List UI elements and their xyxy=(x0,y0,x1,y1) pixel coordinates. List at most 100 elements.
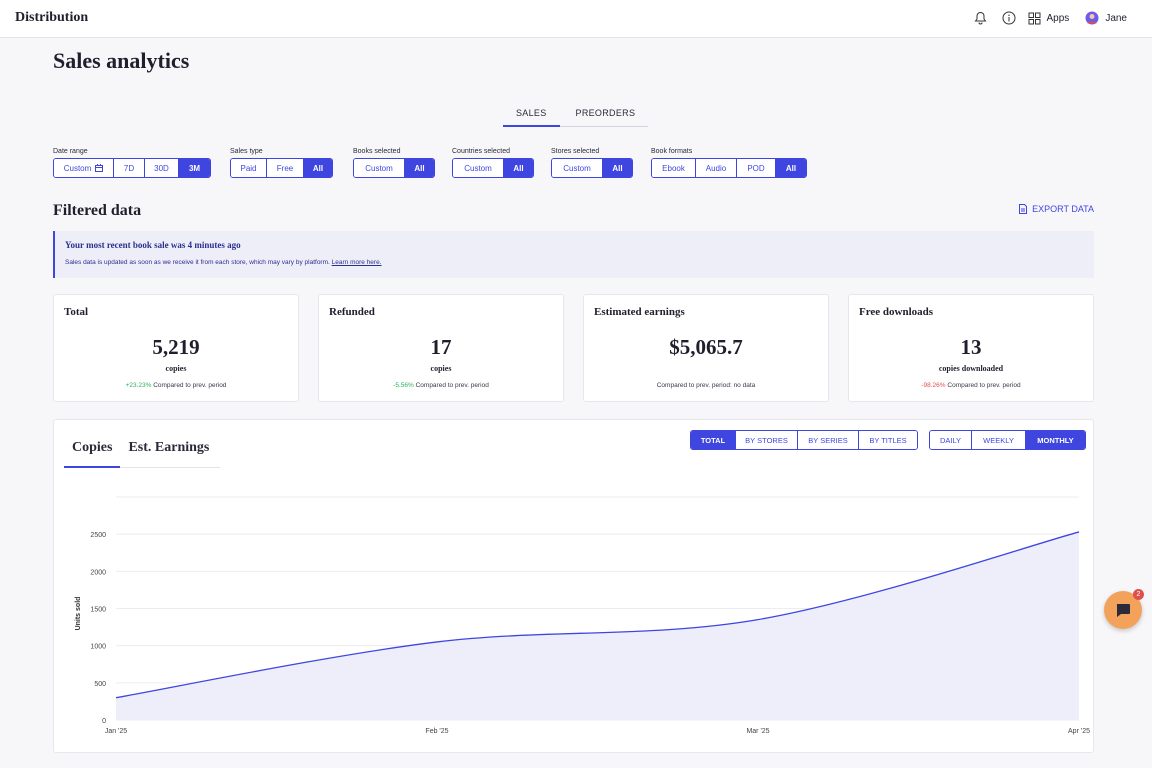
card-compare: Compared to prev. period: no data xyxy=(584,382,828,389)
card-unit: copies downloaded xyxy=(938,364,1004,373)
info-icon[interactable] xyxy=(1000,9,1018,27)
sales-type-label: Sales type xyxy=(230,148,263,155)
tab-est-earnings[interactable]: Est. Earnings xyxy=(128,440,210,455)
date-range-7d-button[interactable]: 7D xyxy=(114,159,145,177)
period-weekly-button[interactable]: WEEKLY xyxy=(972,431,1026,449)
period-daily-button[interactable]: DAILY xyxy=(930,431,972,449)
books-label: Books selected xyxy=(353,148,401,155)
chart-tabs: Copies Est. Earnings xyxy=(64,438,220,468)
chat-button[interactable]: 2 xyxy=(1104,589,1144,629)
card-compare-text: Compared to prev. period xyxy=(415,382,489,389)
bell-icon[interactable] xyxy=(972,9,990,27)
formats-filter: Book formats Ebook Audio POD All xyxy=(651,148,807,178)
series-area xyxy=(116,531,1079,720)
period-monthly-button[interactable]: MONTHLY xyxy=(1026,431,1085,449)
period-segment: DAILY WEEKLY MONTHLY xyxy=(929,430,1086,450)
filtered-data-title: Filtered data xyxy=(53,202,142,219)
card-change: +23.23% xyxy=(125,382,152,389)
earnings-card: Estimated earnings $5,065.7 Compared to … xyxy=(583,294,829,402)
sales-type-all-button[interactable]: All xyxy=(304,159,332,177)
refunded-card: Refunded 17 copies -5.56% Compared to pr… xyxy=(318,294,564,402)
main-tabs: SALES PREORDERS xyxy=(503,105,648,127)
stores-segment: Custom All xyxy=(551,158,633,178)
card-value: 17 xyxy=(430,335,452,359)
books-filter: Books selected Custom All xyxy=(353,148,435,178)
view-by-stores-button[interactable]: BY STORES xyxy=(736,431,798,449)
card-compare: -5.56% Compared to prev. period xyxy=(319,382,563,389)
tab-preorders[interactable]: PREORDERS xyxy=(575,108,636,118)
view-options: TOTAL BY STORES BY SERIES BY TITLES xyxy=(690,430,918,450)
apps-label: Apps xyxy=(1046,12,1070,24)
card-label: Estimated earnings xyxy=(594,306,685,318)
view-by-titles-button[interactable]: BY TITLES xyxy=(859,431,917,449)
series-line xyxy=(115,531,1080,699)
app-title: Distribution xyxy=(15,10,89,25)
tab-copies[interactable]: Copies xyxy=(64,438,121,468)
sales-chart: 0 500 1000 1500 2000 2500 Jan '25 Feb '25 Mar '2… xyxy=(75,496,1090,735)
x-tick-label: Mar '25 xyxy=(746,728,769,735)
card-value: 13 xyxy=(960,335,982,359)
page-title: Sales analytics xyxy=(53,48,190,73)
sales-type-paid-button[interactable]: Paid xyxy=(231,159,267,177)
y-tick-label: 1000 xyxy=(90,644,106,651)
x-tick-label: Jan '25 xyxy=(105,728,127,735)
format-ebook-button[interactable]: Ebook xyxy=(652,159,696,177)
user-menu[interactable]: Jane xyxy=(1085,11,1127,25)
card-unit: copies xyxy=(165,364,187,373)
formats-segment: Ebook Audio POD All xyxy=(651,158,807,178)
avatar xyxy=(1085,11,1099,25)
date-range-filter: Date range Custom 7D 30D 3M xyxy=(53,148,211,178)
y-tick-label: 2500 xyxy=(90,532,106,539)
card-change: -5.56% xyxy=(393,382,414,389)
info-banner: Your most recent book sale was 4 minutes… xyxy=(53,231,1094,278)
stores-label: Stores selected xyxy=(551,148,600,155)
info-text: Sales data is updated as soon as we rece… xyxy=(65,259,1084,266)
stores-filter: Stores selected Custom All xyxy=(551,148,633,178)
total-card: Total 5,219 copies +23.23% Compared to p… xyxy=(53,294,299,402)
chat-badge: 2 xyxy=(1133,589,1144,600)
format-audio-button[interactable]: Audio xyxy=(696,159,737,177)
apps-button[interactable]: Apps xyxy=(1028,12,1070,25)
card-label: Free downloads xyxy=(859,306,934,318)
sales-type-free-button[interactable]: Free xyxy=(267,159,304,177)
card-label: Refunded xyxy=(329,306,375,318)
date-range-3m-button[interactable]: 3M xyxy=(179,159,210,177)
format-pod-button[interactable]: POD xyxy=(737,159,776,177)
tab-sales[interactable]: SALES xyxy=(503,105,560,127)
card-unit: copies xyxy=(430,364,452,373)
books-custom-button[interactable]: Custom xyxy=(354,159,405,177)
date-range-label: Date range xyxy=(53,148,88,155)
card-compare-text: Compared to prev. period xyxy=(153,382,227,389)
view-total-button[interactable]: TOTAL xyxy=(691,431,736,449)
books-segment: Custom All xyxy=(353,158,435,178)
countries-custom-button[interactable]: Custom xyxy=(453,159,504,177)
books-all-button[interactable]: All xyxy=(405,159,434,177)
export-data-label: EXPORT DATA xyxy=(1032,204,1094,214)
card-change: -98.26% xyxy=(921,382,946,389)
sales-type-filter: Sales type Paid Free All xyxy=(230,148,333,178)
countries-filter: Countries selected Custom All xyxy=(452,148,534,178)
date-range-30d-button[interactable]: 30D xyxy=(145,159,179,177)
stores-custom-button[interactable]: Custom xyxy=(552,159,603,177)
user-name: Jane xyxy=(1105,12,1127,24)
export-data-button[interactable]: EXPORT DATA xyxy=(1019,204,1094,214)
date-range-segment: Custom 7D 30D 3M xyxy=(53,158,211,178)
card-compare-text: Compared to prev. period xyxy=(947,382,1021,389)
period-options: DAILY WEEKLY MONTHLY xyxy=(929,430,1086,450)
countries-all-button[interactable]: All xyxy=(504,159,533,177)
y-tick-label: 500 xyxy=(94,681,106,688)
card-value: $5,065.7 xyxy=(669,335,743,359)
date-range-custom-label: Custom xyxy=(63,163,92,173)
learn-more-link[interactable]: Learn more here. xyxy=(331,259,382,266)
file-icon xyxy=(1019,204,1028,214)
date-range-custom-button[interactable]: Custom xyxy=(54,159,114,177)
card-compare: -98.26% Compared to prev. period xyxy=(849,382,1093,389)
y-axis-label: Units sold xyxy=(75,597,82,631)
format-all-button[interactable]: All xyxy=(776,159,806,177)
countries-label: Countries selected xyxy=(452,148,510,155)
calendar-icon xyxy=(95,164,104,172)
x-tick-label: Apr '25 xyxy=(1068,728,1090,735)
view-by-series-button[interactable]: BY SERIES xyxy=(798,431,859,449)
top-bar: Distribution Apps Jane xyxy=(0,0,1152,38)
stores-all-button[interactable]: All xyxy=(603,159,632,177)
